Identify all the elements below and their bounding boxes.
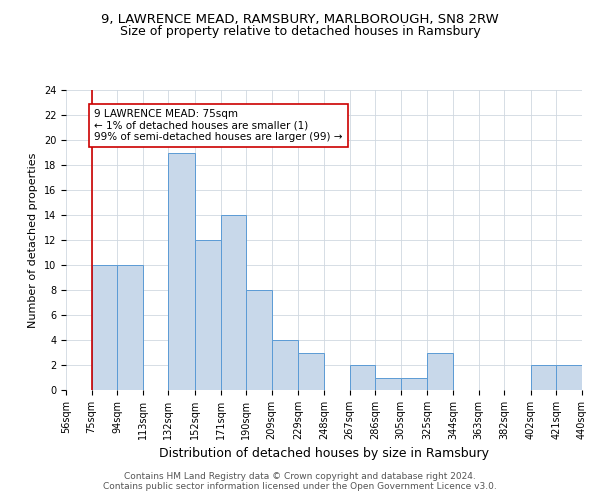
Bar <box>427 352 453 390</box>
Bar <box>298 352 324 390</box>
Bar <box>221 215 246 390</box>
Bar <box>531 365 556 390</box>
X-axis label: Distribution of detached houses by size in Ramsbury: Distribution of detached houses by size … <box>159 448 489 460</box>
Text: 9, LAWRENCE MEAD, RAMSBURY, MARLBOROUGH, SN8 2RW: 9, LAWRENCE MEAD, RAMSBURY, MARLBOROUGH,… <box>101 12 499 26</box>
Bar <box>195 240 221 390</box>
Bar <box>375 378 401 390</box>
Bar <box>401 378 427 390</box>
Bar <box>272 340 298 390</box>
Text: Contains public sector information licensed under the Open Government Licence v3: Contains public sector information licen… <box>103 482 497 491</box>
Bar <box>246 290 272 390</box>
Bar <box>117 265 143 390</box>
Text: 9 LAWRENCE MEAD: 75sqm
← 1% of detached houses are smaller (1)
99% of semi-detac: 9 LAWRENCE MEAD: 75sqm ← 1% of detached … <box>94 109 343 142</box>
Bar <box>556 365 582 390</box>
Text: Size of property relative to detached houses in Ramsbury: Size of property relative to detached ho… <box>119 25 481 38</box>
Text: Contains HM Land Registry data © Crown copyright and database right 2024.: Contains HM Land Registry data © Crown c… <box>124 472 476 481</box>
Bar <box>350 365 375 390</box>
Y-axis label: Number of detached properties: Number of detached properties <box>28 152 38 328</box>
Bar <box>168 152 195 390</box>
Bar <box>92 265 117 390</box>
